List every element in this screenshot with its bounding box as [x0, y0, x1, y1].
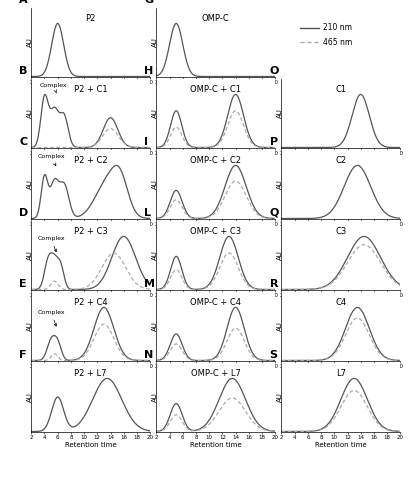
- Y-axis label: AU: AU: [27, 179, 33, 189]
- Y-axis label: AU: AU: [152, 392, 158, 402]
- Text: Complex: Complex: [37, 310, 65, 326]
- Y-axis label: AU: AU: [277, 321, 283, 331]
- Text: P: P: [269, 136, 278, 146]
- Text: P2: P2: [85, 14, 96, 24]
- Text: S: S: [269, 350, 278, 360]
- Text: Complex: Complex: [37, 236, 65, 252]
- Text: B: B: [19, 66, 28, 76]
- Y-axis label: AU: AU: [152, 108, 158, 118]
- Text: F: F: [19, 350, 27, 360]
- Text: R: R: [269, 278, 278, 288]
- Text: L7: L7: [336, 370, 346, 378]
- Text: P2 + C4: P2 + C4: [74, 298, 108, 308]
- Text: L: L: [144, 208, 151, 218]
- Text: D: D: [19, 208, 29, 218]
- Text: G: G: [144, 0, 153, 4]
- Text: P2 + L7: P2 + L7: [75, 370, 107, 378]
- Text: C4: C4: [335, 298, 347, 308]
- Text: C1: C1: [335, 86, 347, 94]
- Text: Complex: Complex: [40, 83, 67, 93]
- Y-axis label: AU: AU: [27, 321, 33, 331]
- Y-axis label: AU: AU: [277, 179, 283, 189]
- Text: P2 + C2: P2 + C2: [74, 156, 108, 166]
- Text: OMP-C + C4: OMP-C + C4: [190, 298, 241, 308]
- Y-axis label: AU: AU: [27, 37, 33, 47]
- Text: OMP-C + C1: OMP-C + C1: [190, 86, 241, 94]
- Text: A: A: [19, 0, 28, 4]
- Y-axis label: AU: AU: [152, 179, 158, 189]
- Text: C: C: [19, 136, 28, 146]
- Text: C3: C3: [335, 228, 347, 236]
- X-axis label: Retention time: Retention time: [315, 442, 367, 448]
- Y-axis label: AU: AU: [277, 108, 283, 118]
- Y-axis label: AU: AU: [27, 108, 33, 118]
- Text: OMP-C + L7: OMP-C + L7: [191, 370, 241, 378]
- Text: I: I: [144, 136, 148, 146]
- Y-axis label: AU: AU: [152, 37, 158, 47]
- Y-axis label: AU: AU: [152, 250, 158, 260]
- Y-axis label: AU: AU: [277, 392, 283, 402]
- Text: C2: C2: [335, 156, 347, 166]
- Y-axis label: AU: AU: [152, 321, 158, 331]
- Text: Q: Q: [269, 208, 279, 218]
- Text: N: N: [144, 350, 154, 360]
- Text: Complex: Complex: [37, 154, 65, 166]
- Text: OMP-C: OMP-C: [202, 14, 230, 24]
- Y-axis label: AU: AU: [277, 250, 283, 260]
- Legend: 210 nm, 465 nm: 210 nm, 465 nm: [297, 20, 355, 50]
- Y-axis label: AU: AU: [27, 392, 33, 402]
- X-axis label: Retention time: Retention time: [190, 442, 241, 448]
- Text: OMP-C + C3: OMP-C + C3: [190, 228, 241, 236]
- Text: E: E: [19, 278, 27, 288]
- Text: OMP-C + C2: OMP-C + C2: [190, 156, 241, 166]
- Text: P2 + C3: P2 + C3: [74, 228, 108, 236]
- Text: M: M: [144, 278, 156, 288]
- Y-axis label: AU: AU: [27, 250, 33, 260]
- X-axis label: Retention time: Retention time: [65, 442, 116, 448]
- Text: P2 + C1: P2 + C1: [74, 86, 108, 94]
- Text: H: H: [144, 66, 154, 76]
- Text: O: O: [269, 66, 279, 76]
